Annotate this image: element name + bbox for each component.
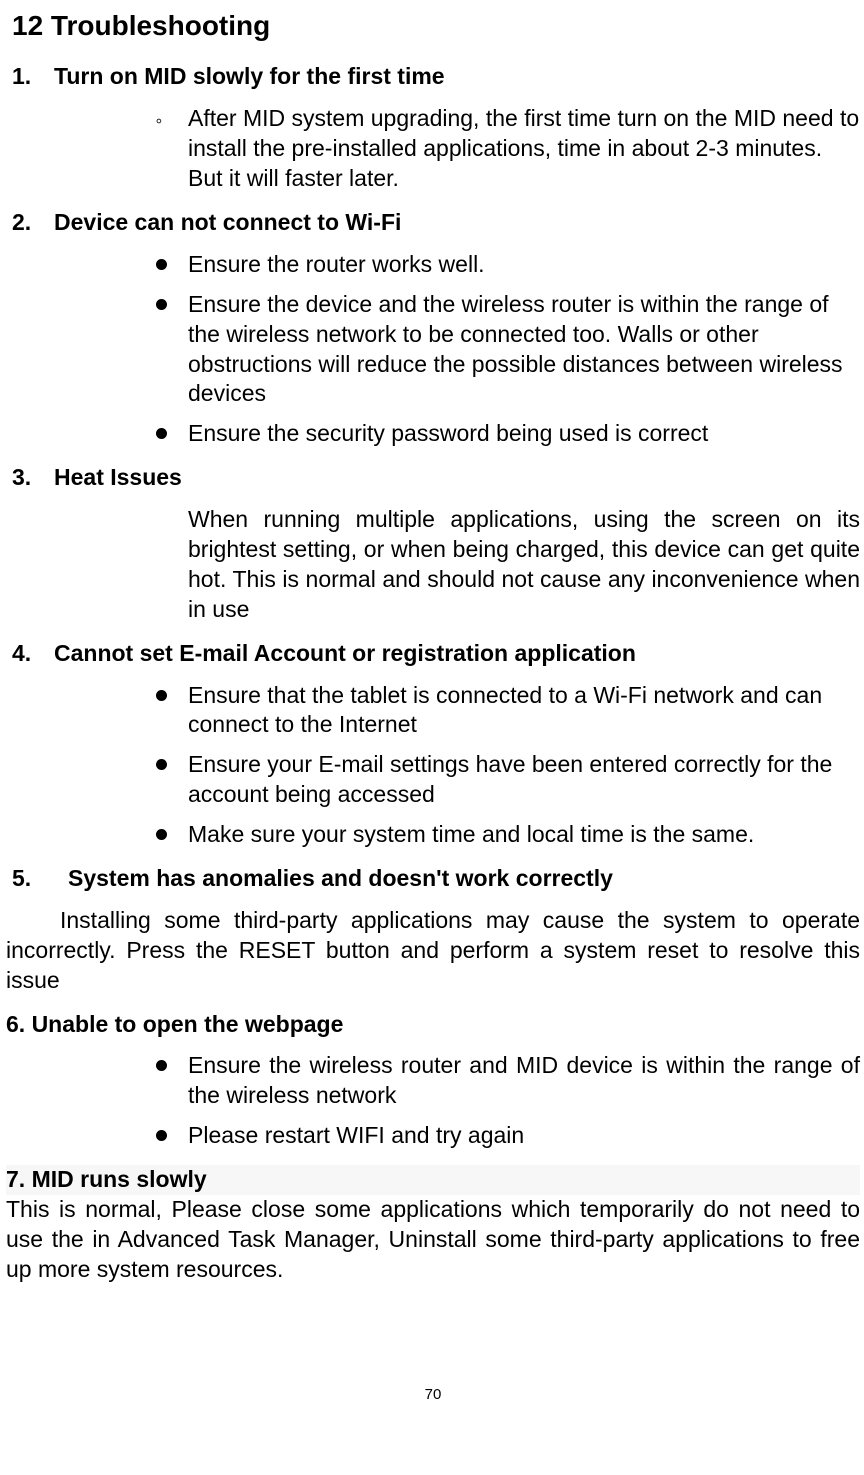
item-head-text: Heat Issues (54, 463, 182, 493)
item-heading: 5.System has anomalies and doesn't work … (12, 864, 860, 894)
item-points: After MID system upgrading, the first ti… (134, 104, 860, 194)
troubleshooting-item: 4.Cannot set E-mail Account or registrat… (6, 639, 860, 850)
item-head-text: Turn on MID slowly for the first time (54, 62, 445, 92)
page-title: 12 Troubleshooting (12, 8, 860, 44)
item-points: Ensure the router works well. Ensure the … (134, 250, 860, 449)
item-point: After MID system upgrading, the first ti… (134, 104, 860, 194)
item-point: Ensure the device and the wireless route… (134, 290, 860, 410)
page-content: 12 Troubleshooting 1.Turn on MID slowly … (0, 8, 864, 1404)
item-points: Ensure the wireless router and MID devic… (134, 1051, 860, 1151)
troubleshooting-list: 1.Turn on MID slowly for the first time A… (6, 62, 860, 1284)
item-points: Ensure that the tablet is connected to a… (134, 681, 860, 850)
item-number: 5. (12, 864, 68, 894)
item-point: Ensure the wireless router and MID devic… (134, 1051, 860, 1111)
troubleshooting-item: 6. Unable to open the webpage Ensure the … (6, 1010, 860, 1152)
item-number: 4. (12, 639, 54, 669)
troubleshooting-item: 5.System has anomalies and doesn't work … (6, 864, 860, 996)
item-point: Make sure your system time and local tim… (134, 820, 860, 850)
item-paragraph: Installing some third-party applications… (6, 906, 860, 996)
item-point: Ensure the router works well. (134, 250, 860, 280)
item-head-text: System has anomalies and doesn't work co… (68, 864, 613, 894)
item-number: 2. (12, 208, 54, 238)
page-number: 70 (6, 1385, 860, 1405)
item-number: 3. (12, 463, 54, 493)
item-paragraph: When running multiple applications, usin… (188, 505, 860, 625)
item-point: Ensure that the tablet is connected to a… (134, 681, 860, 741)
item-head-text: 6. Unable to open the webpage (6, 1010, 343, 1040)
item-point: Ensure your E-mail settings have been en… (134, 750, 860, 810)
item-head-text: Device can not connect to Wi-Fi (54, 208, 401, 238)
item-head-text: Cannot set E-mail Account or registratio… (54, 639, 636, 669)
item-head-text: 7. MID runs slowly (6, 1165, 207, 1195)
item-number: 1. (12, 62, 54, 92)
item-heading: 7. MID runs slowly (6, 1165, 860, 1195)
item-heading: 2.Device can not connect to Wi-Fi (12, 208, 860, 238)
item-point: Ensure the security password being used … (134, 419, 860, 449)
item-point: Please restart WIFI and try again (134, 1121, 860, 1151)
item-heading: 1.Turn on MID slowly for the first time (12, 62, 860, 92)
troubleshooting-item: 7. MID runs slowlyThis is normal, Please… (6, 1165, 860, 1285)
troubleshooting-item: 3.Heat IssuesWhen running multiple appli… (6, 463, 860, 624)
troubleshooting-item: 2.Device can not connect to Wi-Fi Ensure … (6, 208, 860, 449)
item-paragraph: This is normal, Please close some applic… (6, 1195, 860, 1285)
troubleshooting-item: 1.Turn on MID slowly for the first time A… (6, 62, 860, 194)
item-heading: 3.Heat Issues (12, 463, 860, 493)
item-heading: 4.Cannot set E-mail Account or registrat… (12, 639, 860, 669)
item-heading: 6. Unable to open the webpage (6, 1010, 860, 1040)
